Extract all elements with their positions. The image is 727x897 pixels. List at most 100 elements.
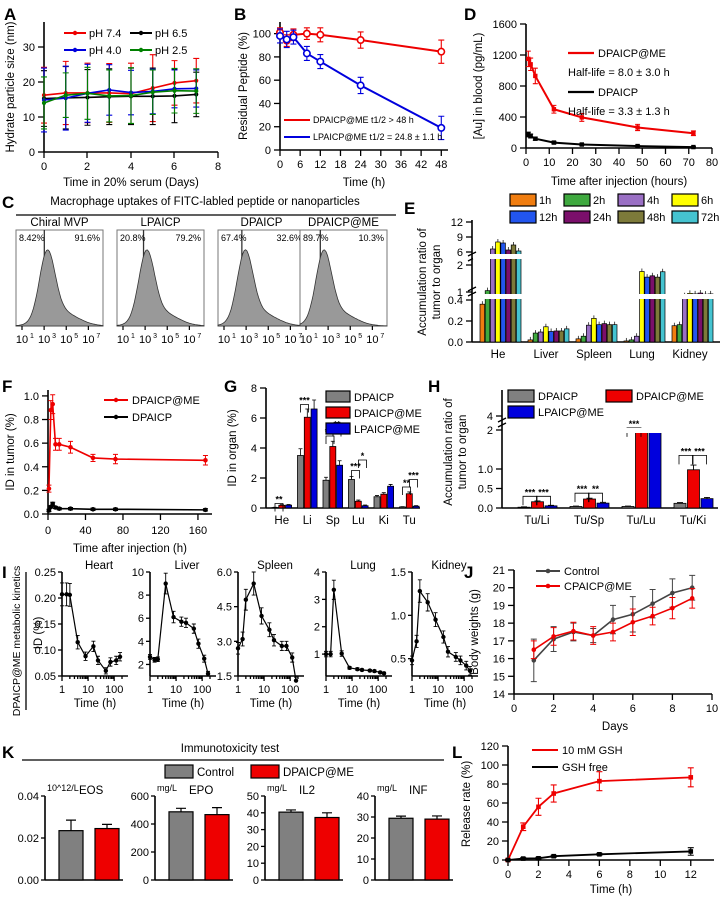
x-tick: 0 [505, 869, 511, 881]
data-point [235, 646, 241, 651]
panel-b-series [275, 27, 446, 141]
legend-label: DPAICP@ME [598, 48, 666, 60]
subplot-title: Heart [85, 560, 114, 572]
x-tick: 1 [235, 684, 241, 696]
error-bar [356, 499, 361, 502]
legend-label: DPAICP [598, 87, 638, 99]
x-tick: 100 [193, 684, 211, 696]
y-tick: 0.10 [35, 645, 56, 657]
x-tick: 10 [322, 334, 334, 346]
y-tick: 0 [253, 875, 259, 887]
data-point [289, 33, 298, 42]
y-tick: 40 [259, 98, 271, 110]
bar [168, 811, 194, 881]
category-label: He [274, 515, 289, 527]
bar [575, 338, 581, 343]
significance-mark: *** [629, 419, 640, 429]
subplot: mg/L INF 0 10 20 30 40 [357, 783, 453, 887]
x-tick: 36 [395, 159, 407, 171]
bar [354, 500, 362, 509]
data-point [108, 659, 113, 665]
y-tick: 600 [131, 791, 149, 803]
data-point [445, 649, 451, 654]
x-tick: 8 [215, 161, 221, 173]
data-point [67, 592, 73, 598]
x-tick: 10 [82, 334, 94, 346]
data-point [551, 107, 557, 112]
subplot-title: Spleen [257, 560, 293, 572]
y-tick: 6.0 [217, 567, 232, 579]
y-tick: 4.5 [217, 602, 232, 614]
data-point [347, 665, 352, 670]
bar [697, 292, 703, 343]
legend-label: Control [564, 566, 599, 578]
error-bar [396, 815, 406, 819]
x-tick: 48 [435, 159, 447, 171]
data-point [464, 663, 469, 668]
panel-h-legend: DPAICP DPAICP@ME LPAICP@ME [507, 389, 704, 419]
category-label: Sp [326, 515, 340, 527]
y-tick: 80 [259, 52, 271, 64]
x-tick: 6 [171, 161, 177, 173]
y-tick: 0.2 [24, 485, 39, 497]
data-point [531, 647, 537, 653]
subplot: Kidney 0.5 1.0 1.5 1 10 100 Time (h) [391, 560, 478, 710]
data-point [90, 506, 96, 512]
bar [314, 816, 340, 881]
subplot-title: IL2 [299, 785, 315, 797]
y-tick: 20 [247, 841, 259, 853]
significance-mark: *** [350, 462, 361, 472]
series-line [507, 776, 691, 861]
panel-d-axes: Time after injection (hours) [Au] in blo… [473, 23, 713, 188]
histogram-trace [299, 249, 388, 327]
y-tick: 10 [247, 858, 259, 870]
bar [373, 496, 381, 509]
error-bar [294, 675, 299, 678]
y-tick: 120 [481, 741, 499, 753]
x-tick-exp: 5 [74, 333, 78, 340]
panel-l-label: L [452, 743, 462, 762]
y-tick: 1600 [493, 19, 517, 31]
y-tick: 0.20 [35, 593, 56, 605]
y-axis-label: ID in tumor (%) [5, 413, 17, 490]
legend-swatch [617, 193, 645, 207]
panel-l-axes: Time (h) Release rate (%) [461, 745, 714, 896]
data-point [293, 678, 299, 683]
bar [58, 830, 84, 881]
panel-a-axes: 0 10 20 30 0 2 4 6 8 Time in 20% serum (… [5, 21, 221, 189]
x-tick: 80 [117, 525, 129, 537]
data-point [650, 613, 655, 619]
bar [687, 292, 693, 343]
y-tick: 0 [511, 143, 517, 155]
error-bar [375, 495, 379, 497]
significance-bracket [300, 404, 309, 413]
y-axis-label: Release rate (%) [461, 761, 473, 847]
y-tick: 0.15 [35, 619, 56, 631]
data-point [83, 654, 88, 659]
panel-j: J Days Body weights (g) Control CPAICP@M… [460, 558, 727, 738]
data-point [50, 501, 55, 507]
x-tick: 50 [636, 157, 648, 169]
y-tick: 2 [138, 659, 144, 671]
x-tick: 24 [355, 159, 367, 171]
gate-left-pct: 67.4% [221, 233, 247, 243]
subplot-title: EPO [189, 785, 213, 797]
significance-mark: *** [538, 487, 549, 497]
series-line [326, 589, 385, 674]
panel-d: D Time after injection (hours) [Au] in b… [460, 0, 727, 190]
x-tick: 18 [334, 159, 346, 171]
significance-bracket [402, 486, 411, 495]
panel-d-legend: DPAICP@ME Half-life = 8.0 ± 3.0 h DPAICP… [568, 48, 670, 118]
panel-c-title: Macrophage uptakes of FITC-labled peptid… [50, 196, 360, 208]
data-point [56, 442, 62, 447]
panel-k-legend: Control DPAICP@ME [164, 764, 354, 779]
x-tick-exp: 5 [276, 333, 280, 340]
significance-mark: ** [275, 495, 283, 505]
data-point [90, 455, 96, 461]
data-point [339, 651, 344, 656]
x-tick: 1 [59, 684, 65, 696]
x-tick: 100 [369, 684, 387, 696]
bar [692, 293, 698, 343]
significance-mark: *** [408, 471, 419, 481]
y-axis-label-line1: Accumulation ratio of [417, 228, 429, 336]
